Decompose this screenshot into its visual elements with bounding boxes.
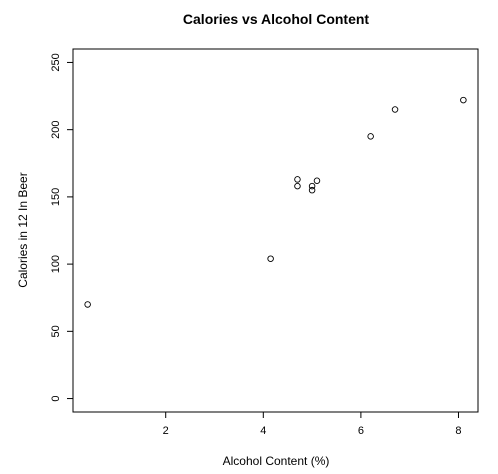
y-tick-label: 50	[50, 325, 62, 337]
x-tick-label: 6	[358, 425, 364, 437]
data-point	[460, 96, 467, 104]
data-point	[308, 186, 316, 194]
y-tick-label: 250	[50, 53, 62, 71]
x-axis: 2 4 6 8	[163, 412, 462, 437]
x-tick-label: 4	[260, 425, 266, 437]
chart-title: Calories vs Alcohol Content	[183, 11, 370, 27]
y-axis-label: Calories in 12 In Beer	[16, 172, 30, 287]
x-tick-label: 8	[455, 425, 461, 437]
y-axis: 0 50 100 150 200 250	[50, 53, 73, 402]
data-point	[308, 182, 316, 190]
data-point	[391, 106, 399, 113]
data-point	[84, 301, 91, 308]
x-tick-label: 2	[163, 425, 169, 437]
data-point	[294, 182, 301, 190]
x-axis-label: Alcohol Content (%)	[223, 454, 330, 468]
data-point	[267, 255, 274, 262]
data-point	[367, 133, 374, 140]
data-points	[84, 96, 467, 308]
y-tick-label: 200	[50, 120, 62, 138]
plot-area	[72, 48, 479, 413]
data-point	[294, 176, 301, 183]
y-tick-label: 100	[50, 255, 62, 273]
y-tick-label: 0	[50, 395, 62, 401]
data-point	[313, 177, 321, 185]
y-tick-label: 150	[50, 188, 62, 206]
